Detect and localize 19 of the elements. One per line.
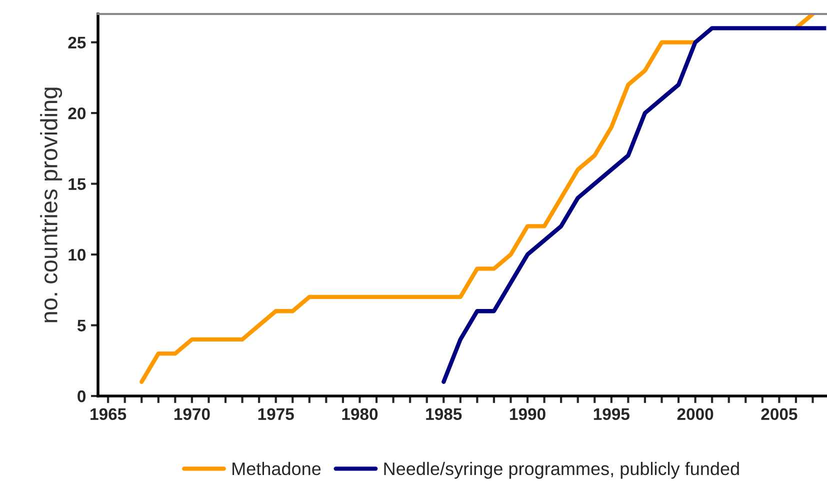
line-series — [442, 26, 826, 384]
y-tick-label: 10 — [68, 248, 86, 261]
y-tick-label: 15 — [68, 178, 86, 190]
x-tick-label: 1990 — [510, 408, 546, 420]
x-tick-label: 1965 — [90, 408, 126, 420]
y-tick-label: 25 — [68, 36, 86, 48]
legend-label: Needle/syringe programmes, publicly funded — [384, 462, 739, 479]
legend-label: Methadone — [232, 462, 321, 476]
x-tick-label: 1975 — [258, 408, 294, 420]
y-tick-label: 20 — [68, 107, 86, 120]
x-tick-label: 1970 — [174, 408, 210, 420]
x-tick-label: 2005 — [761, 408, 798, 420]
x-tick-label: 1980 — [342, 408, 378, 420]
x-tick-label: 2000 — [677, 408, 714, 420]
x-tick-label: 1985 — [426, 408, 462, 420]
x-tick-label: 1995 — [594, 408, 630, 420]
y-tick-label: 0 — [78, 390, 86, 402]
y-tick-label: 5 — [77, 320, 86, 332]
y-axis-title: no. countries providing — [40, 88, 62, 322]
